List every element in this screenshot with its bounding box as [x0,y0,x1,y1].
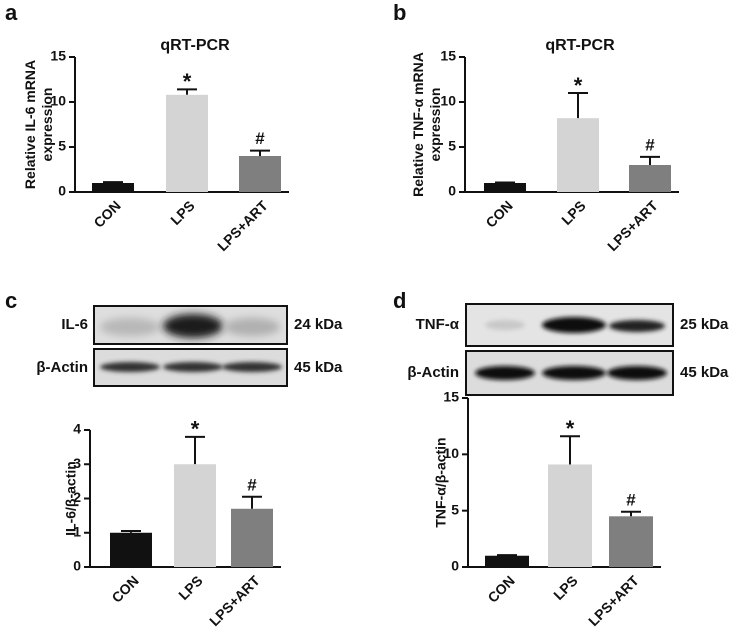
bar [609,516,653,567]
y-axis-label: TNF-α/β-actin [433,437,449,527]
y-tick-label: 10 [440,93,456,109]
blot-il6 [93,305,288,345]
blot-label: β-Actin [407,364,459,381]
y-tick-label: 1 [73,523,81,539]
panel-letter: b [393,0,406,25]
bar [629,165,671,192]
annotation: # [645,135,655,154]
x-tick-label: LPS [175,572,206,603]
x-tick-label: LPS+ART [206,572,263,629]
y-tick-label: 0 [451,558,459,574]
y-tick-label: 10 [50,93,66,109]
y-axis-label: Relative TNF-α mRNA [410,52,426,197]
bar [166,94,208,192]
y-tick-label: 0 [448,183,456,199]
bar [484,183,526,192]
blot-label: IL-6 [61,316,88,333]
blot-size: 45 kDa [294,359,343,376]
bar [239,156,281,192]
annotation: # [247,475,257,494]
bar [231,508,273,567]
bar [548,464,592,567]
y-tick-label: 5 [451,501,459,517]
x-tick-label: LPS+ART [585,572,642,629]
y-axis-label: expression [39,88,55,162]
x-tick-label: CON [108,572,141,605]
y-tick-label: 5 [58,138,66,154]
x-tick-label: LPS [558,197,589,228]
x-tick-label: CON [482,197,515,230]
y-tick-label: 4 [73,421,81,437]
annotation: # [255,129,265,148]
bar [557,118,599,192]
y-axis-label: expression [427,88,443,162]
panel-letter: d [393,288,406,313]
y-tick-label: 5 [448,138,456,154]
blot-tnf [465,303,674,347]
blot-actin-d [465,350,674,396]
chart-title: qRT-PCR [160,37,230,54]
panel-letter: a [5,0,18,25]
bar [92,183,134,192]
y-tick-label: 2 [73,489,81,505]
blot-actin-c [93,348,288,387]
chart-title: qRT-PCR [545,37,615,54]
x-tick-label: CON [484,572,517,605]
panel-letter: c [5,288,17,313]
y-axis-label: IL-6/β-actin [63,461,79,536]
y-tick-label: 0 [73,558,81,574]
y-tick-label: 15 [440,48,456,64]
y-tick-label: 15 [443,389,459,405]
x-tick-label: CON [90,197,123,230]
blot-size: 24 kDa [294,316,343,333]
x-tick-label: LPS [167,197,198,228]
annotation: # [626,490,636,509]
y-tick-label: 10 [443,445,459,461]
annotation: * [566,416,575,441]
annotation: * [191,417,200,442]
blot-size: 45 kDa [680,364,729,381]
x-tick-label: LPS+ART [604,197,661,254]
y-tick-label: 0 [58,183,66,199]
x-tick-label: LPS+ART [214,197,271,254]
bar [110,532,152,567]
annotation: * [183,69,192,94]
blot-size: 25 kDa [680,316,729,333]
annotation: * [574,73,583,98]
y-tick-label: 15 [50,48,66,64]
y-tick-label: 3 [73,455,81,471]
bar [174,464,216,567]
blot-label: TNF-α [416,316,460,333]
bar [485,555,529,567]
blot-label: β-Actin [36,359,88,376]
x-tick-label: LPS [550,572,581,603]
y-axis-label: Relative IL-6 mRNA [22,60,38,189]
